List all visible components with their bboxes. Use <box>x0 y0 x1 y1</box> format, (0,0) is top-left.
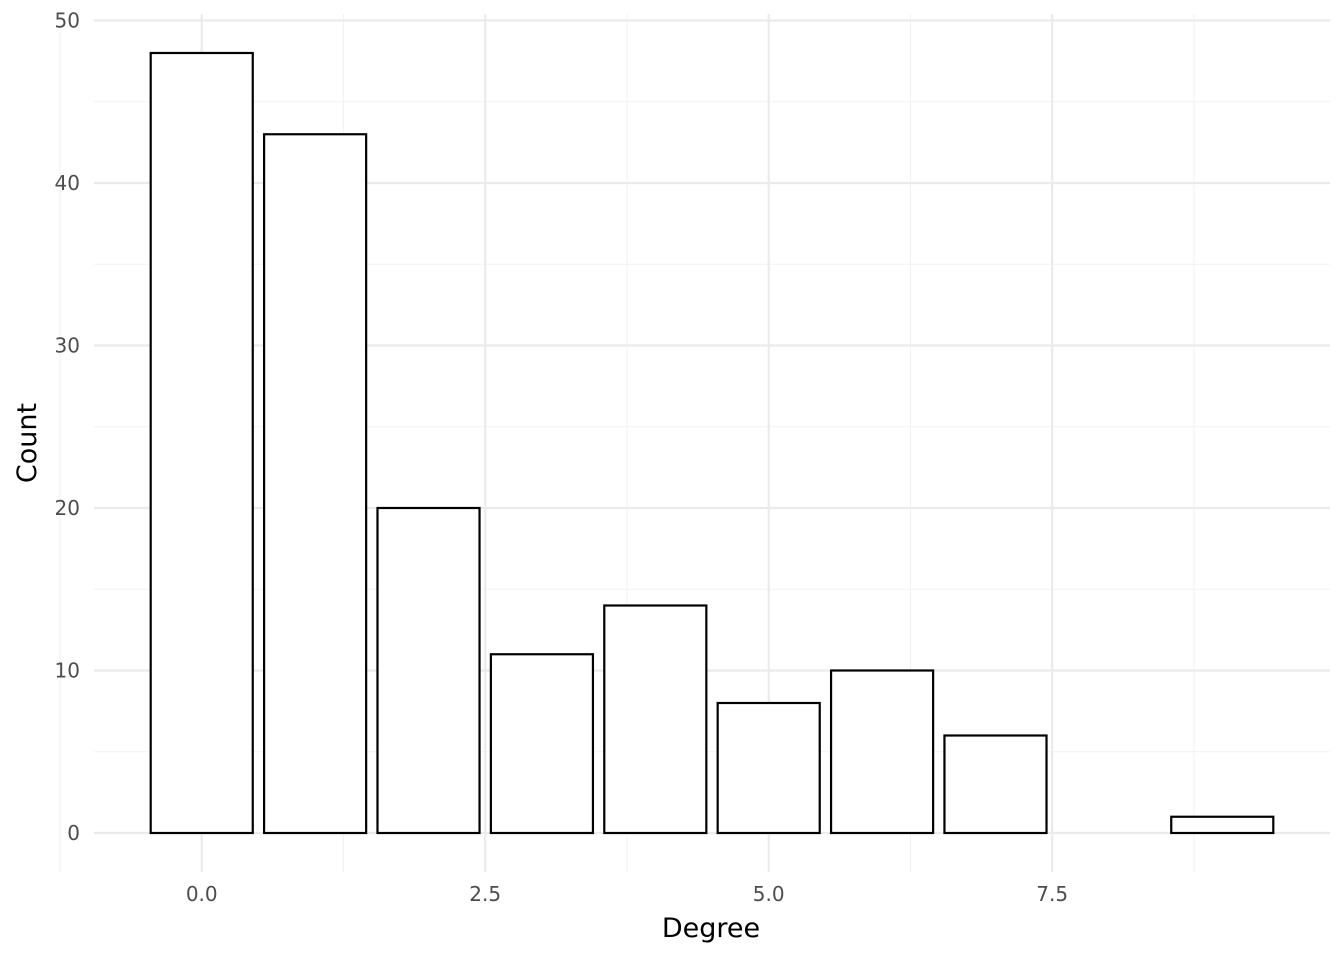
bar-degree-7 <box>943 734 1048 835</box>
bar-degree-6 <box>829 669 935 835</box>
x-axis-ticks: 0.0 2.5 5.0 7.5 <box>186 882 1068 906</box>
x-tick-label: 2.5 <box>469 882 501 906</box>
bar-degree-1 <box>262 133 368 835</box>
y-tick-label: 40 <box>55 171 80 195</box>
bar-degree-2 <box>376 506 481 835</box>
y-tick-label: 50 <box>55 9 80 33</box>
x-axis-title: Degree <box>662 913 760 944</box>
y-axis-title: Count <box>12 403 43 483</box>
bars <box>149 51 1275 835</box>
bar-degree-3 <box>489 653 595 835</box>
x-tick-label: 5.0 <box>753 882 785 906</box>
bar-degree-4 <box>603 604 708 835</box>
bar-degree-5 <box>716 701 821 835</box>
x-tick-label: 7.5 <box>1036 882 1068 906</box>
x-tick-label: 0.0 <box>186 882 218 906</box>
y-tick-label: 0 <box>67 821 80 845</box>
bar-degree-0 <box>149 51 254 835</box>
y-axis-ticks: 0 10 20 30 40 50 <box>55 9 80 846</box>
y-tick-label: 10 <box>55 659 80 683</box>
y-tick-label: 20 <box>55 496 80 520</box>
y-tick-label: 30 <box>55 334 80 358</box>
bar-degree-9 <box>1170 815 1275 835</box>
